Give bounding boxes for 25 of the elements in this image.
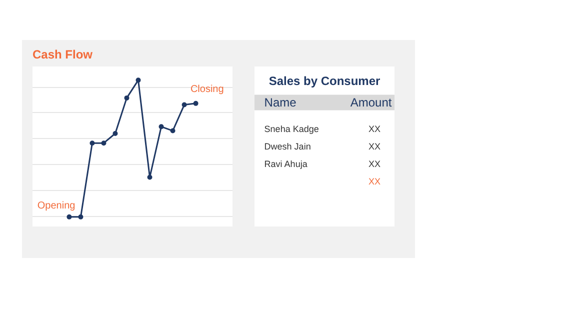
text: XX — [368, 124, 381, 134]
chart-title: Cash Flow — [32, 48, 94, 62]
annotation: Opening — [37, 200, 76, 212]
point — [124, 95, 130, 100]
point — [182, 102, 187, 108]
text: Sales by Consumer — [268, 74, 381, 88]
text: Ravi Ahuja — [264, 159, 308, 170]
point — [90, 140, 95, 146]
point — [158, 124, 164, 130]
point — [101, 140, 106, 146]
annotation: Closing — [190, 84, 224, 96]
point — [136, 78, 141, 83]
text: XX — [368, 142, 381, 152]
text: Sneha Kadge — [264, 124, 319, 134]
text: XX — [368, 176, 381, 187]
text: Name — [264, 96, 297, 110]
point — [193, 100, 198, 106]
point — [170, 128, 176, 134]
point — [112, 131, 118, 136]
point — [147, 174, 152, 180]
point — [66, 214, 72, 220]
text: Dwesh Jain — [264, 142, 311, 152]
point — [78, 214, 84, 220]
text: XX — [368, 159, 381, 170]
text: Amount — [350, 96, 392, 110]
